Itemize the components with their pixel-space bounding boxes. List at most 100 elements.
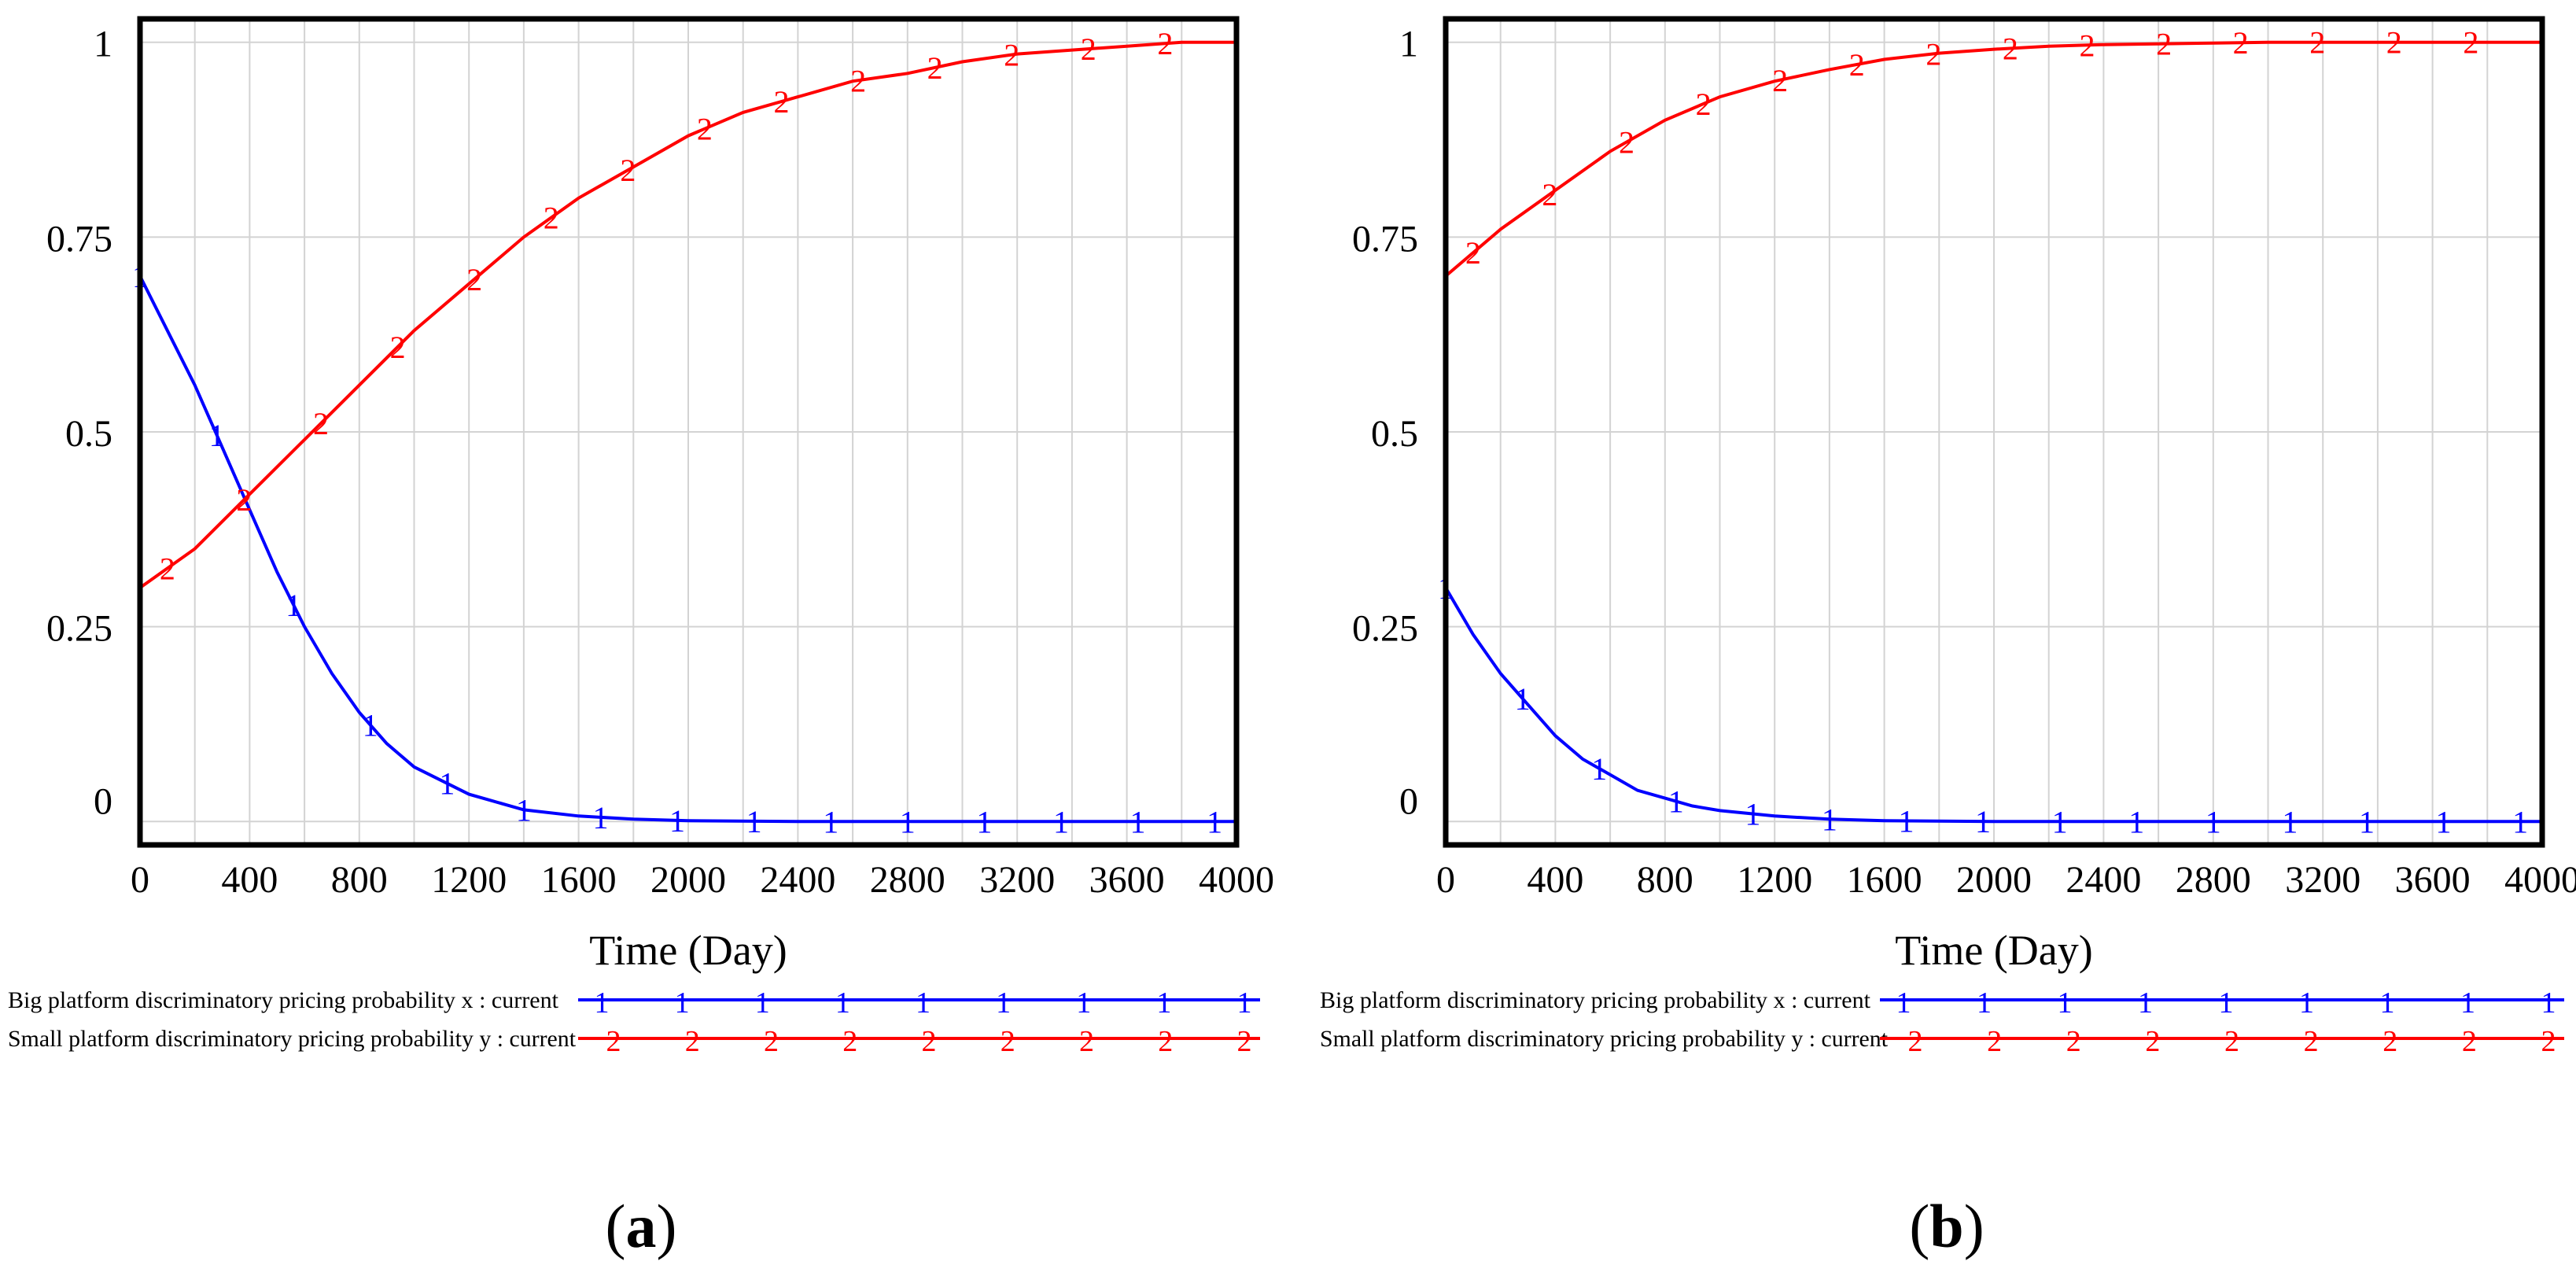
legend-marker-2: 2 [2383, 1025, 2397, 1058]
series-marker-1: 1 [209, 418, 225, 453]
series-marker-2: 2 [1542, 177, 1557, 212]
legend-marker-1: 1 [2058, 987, 2073, 1020]
series-marker-1: 1 [1053, 804, 1069, 839]
legend-marker-1: 1 [2219, 987, 2234, 1020]
legend-marker-2: 2 [2224, 1025, 2239, 1058]
legend-marker-1: 1 [2138, 987, 2153, 1020]
series-marker-2: 2 [1465, 235, 1481, 271]
series-marker-1: 1 [669, 803, 685, 839]
legend-marker-1: 1 [755, 987, 770, 1020]
series-marker-2: 2 [1004, 38, 1019, 73]
legend-marker-2: 2 [2145, 1025, 2160, 1058]
x-tick-label: 2000 [1956, 859, 2032, 901]
series-marker-1: 1 [746, 804, 762, 839]
series-marker-2: 2 [2003, 31, 2018, 66]
series-marker-1: 1 [2052, 804, 2068, 839]
series-marker-2: 2 [160, 551, 175, 586]
plot-frame [1443, 16, 2545, 848]
x-tick-label: 2400 [2066, 859, 2141, 901]
x-tick-label: 1600 [1847, 859, 1922, 901]
series-marker-1: 1 [1975, 804, 1991, 839]
x-tick-label: 2400 [760, 859, 835, 901]
legend-marker-2: 2 [1079, 1025, 1094, 1058]
series-marker-1: 1 [2359, 804, 2375, 839]
plot-frame [137, 16, 1240, 848]
x-tick-label: 4000 [2504, 859, 2576, 901]
legend-label-2: Small platform discriminatory pricing pr… [1320, 1026, 1889, 1052]
x-tick-label: 0 [1436, 859, 1455, 901]
x-tick-label: 400 [1527, 859, 1583, 901]
legend-marker-2: 2 [1987, 1025, 2002, 1058]
series-marker-2: 2 [390, 330, 406, 365]
y-tick-label: 0.25 [46, 608, 112, 650]
y-tick-label: 0.75 [1352, 218, 1418, 260]
series-marker-1: 1 [1591, 751, 1607, 787]
series-marker-1: 1 [1745, 797, 1760, 832]
series-marker-2: 2 [1081, 31, 1096, 67]
x-tick-label: 4000 [1199, 859, 1274, 901]
legend-marker-2: 2 [1908, 1025, 1923, 1058]
series-line-2 [1444, 40, 2542, 278]
series-marker-2: 2 [236, 482, 252, 518]
legend-marker-1: 1 [996, 987, 1011, 1020]
series-marker-2: 2 [1849, 47, 1865, 83]
series-marker-1: 1 [439, 766, 455, 802]
panel-letter: a [626, 1192, 657, 1260]
series-marker-2: 2 [773, 84, 789, 120]
series-marker-1: 1 [516, 792, 532, 828]
legend-marker-2: 2 [685, 1025, 700, 1058]
panel-letter: b [1929, 1192, 1963, 1260]
legend-label-1: Big platform discriminatory pricing prob… [8, 987, 559, 1013]
legend-marker-1: 1 [835, 987, 850, 1020]
series-marker-1: 1 [363, 707, 378, 743]
series-marker-1: 1 [2206, 804, 2221, 839]
x-tick-label: 2800 [870, 859, 945, 901]
series-marker-1: 1 [1515, 681, 1531, 717]
series-marker-2: 2 [1772, 63, 1788, 98]
series-marker-1: 1 [900, 804, 916, 839]
series-marker-1: 1 [823, 804, 838, 839]
x-tick-label: 800 [1637, 859, 1693, 901]
panel-label: (a) [606, 1192, 677, 1260]
legend-marker-1: 1 [1896, 987, 1911, 1020]
y-tick-label: 0.5 [1371, 413, 1418, 455]
series-marker-2: 2 [2079, 28, 2095, 63]
series-marker-1: 1 [1668, 784, 1684, 820]
series-marker-1: 1 [1207, 804, 1222, 839]
x-tick-label: 1600 [541, 859, 617, 901]
series-marker-2: 2 [1619, 125, 1634, 160]
legend-marker-2: 2 [2462, 1025, 2477, 1058]
x-tick-label: 2800 [2176, 859, 2251, 901]
series-marker-1: 1 [2282, 804, 2298, 839]
x-tick-label: 3600 [1089, 859, 1165, 901]
y-tick-label: 0 [1399, 780, 1418, 822]
y-tick-label: 1 [1399, 24, 1418, 65]
series-marker-2: 2 [2156, 27, 2172, 62]
y-tick-label: 0 [94, 780, 112, 822]
series-marker-1: 1 [2128, 804, 2144, 839]
legend-marker-1: 1 [1076, 987, 1091, 1020]
legend-marker-1: 1 [2380, 987, 2395, 1020]
series-marker-2: 2 [697, 112, 713, 147]
series-marker-2: 2 [1157, 26, 1173, 61]
y-tick-label: 1 [94, 24, 112, 65]
legend-marker-2: 2 [2066, 1025, 2081, 1058]
legend-marker-1: 1 [675, 987, 690, 1020]
series-marker-1: 1 [1822, 802, 1837, 837]
series-marker-1: 1 [286, 588, 301, 623]
series-marker-2: 2 [313, 406, 329, 441]
legend-marker-2: 2 [1158, 1025, 1173, 1058]
series-marker-2: 2 [927, 50, 943, 86]
legend-marker-1: 1 [2460, 987, 2475, 1020]
x-tick-label: 3600 [2395, 859, 2471, 901]
y-tick-label: 0.75 [46, 218, 112, 260]
series-line-1 [138, 275, 1236, 824]
legend-marker-2: 2 [1001, 1025, 1015, 1058]
series-marker-2: 2 [544, 201, 559, 236]
legend-label-1: Big platform discriminatory pricing prob… [1320, 987, 1871, 1013]
series-marker-1: 1 [2436, 804, 2452, 839]
series-marker-2: 2 [2386, 25, 2402, 61]
